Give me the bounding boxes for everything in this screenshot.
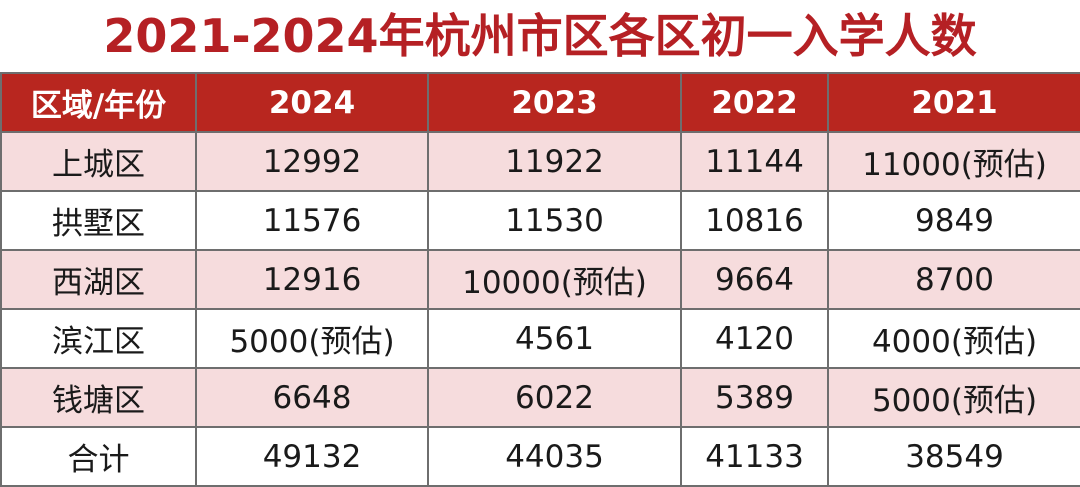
row-label: 合计 (0, 426, 197, 487)
header-cell-2024: 2024 (195, 72, 429, 133)
header-cell-region-year: 区域/年份 (0, 72, 197, 133)
table-cell: 5389 (680, 367, 829, 428)
table-cell: 10816 (680, 190, 829, 251)
table-cell: 11922 (427, 131, 682, 192)
header-cell-2021: 2021 (827, 72, 1080, 133)
table-cell: 11144 (680, 131, 829, 192)
table-cell: 11576 (195, 190, 429, 251)
table-cell: 44035 (427, 426, 682, 487)
table-cell: 9664 (680, 249, 829, 310)
table-row-total: 合计 49132 44035 41133 38549 (0, 426, 1080, 487)
table-cell: 4000(预估) (827, 308, 1080, 369)
row-label: 上城区 (0, 131, 197, 192)
row-label: 钱塘区 (0, 367, 197, 428)
header-row: 区域/年份 2024 2023 2022 2021 (0, 72, 1080, 133)
table-row: 滨江区 5000(预估) 4561 4120 4000(预估) (0, 308, 1080, 369)
table-cell: 49132 (195, 426, 429, 487)
table-cell: 12992 (195, 131, 429, 192)
table-row: 拱墅区 11576 11530 10816 9849 (0, 190, 1080, 251)
table-cell: 5000(预估) (195, 308, 429, 369)
table-cell: 4120 (680, 308, 829, 369)
table-cell: 12916 (195, 249, 429, 310)
chart-title: 2021-2024年杭州市区各区初一入学人数 (103, 9, 977, 63)
table-cell: 6022 (427, 367, 682, 428)
header-cell-2022: 2022 (680, 72, 829, 133)
table-cell: 11530 (427, 190, 682, 251)
table-cell: 6648 (195, 367, 429, 428)
table-row: 钱塘区 6648 6022 5389 5000(预估) (0, 367, 1080, 428)
table-row: 西湖区 12916 10000(预估) 9664 8700 (0, 249, 1080, 310)
header-cell-2023: 2023 (427, 72, 682, 133)
table-row: 上城区 12992 11922 11144 11000(预估) (0, 131, 1080, 192)
table-figure: 2021-2024年杭州市区各区初一入学人数 区域/年份 2024 2023 2… (0, 9, 1080, 487)
table-cell: 8700 (827, 249, 1080, 310)
table-cell: 5000(预估) (827, 367, 1080, 428)
table-cell: 9849 (827, 190, 1080, 251)
table-cell: 38549 (827, 426, 1080, 487)
data-table: 区域/年份 2024 2023 2022 2021 上城区 12992 1192… (0, 72, 1080, 487)
table-cell: 11000(预估) (827, 131, 1080, 192)
row-label: 西湖区 (0, 249, 197, 310)
table-cell: 4561 (427, 308, 682, 369)
row-label: 滨江区 (0, 308, 197, 369)
table-cell: 10000(预估) (427, 249, 682, 310)
row-label: 拱墅区 (0, 190, 197, 251)
table-cell: 41133 (680, 426, 829, 487)
